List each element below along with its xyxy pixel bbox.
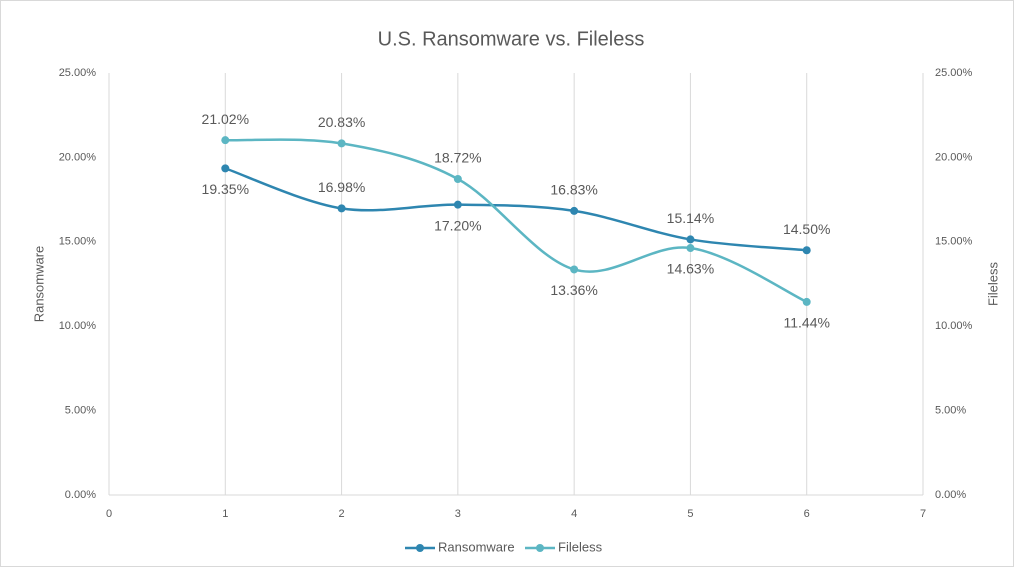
y-tick-label: 5.00%: [65, 405, 96, 417]
y-tick-label: 25.00%: [59, 67, 97, 79]
x-tick-label: 1: [222, 508, 228, 520]
data-label: 19.35%: [202, 181, 249, 197]
chart-title: U.S. Ransomware vs. Fileless: [378, 28, 645, 50]
x-tick-label: 7: [920, 508, 926, 520]
data-label: 11.44%: [783, 315, 829, 331]
data-point: [802, 297, 811, 306]
legend-marker: [416, 544, 424, 552]
data-point: [221, 164, 230, 173]
y2-tick-label: 15.00%: [935, 236, 973, 248]
legend-label: Fileless: [558, 539, 603, 554]
data-label: 14.63%: [667, 261, 714, 277]
y-tick-label: 0.00%: [65, 489, 96, 501]
data-point: [570, 265, 579, 274]
legend-label: Ransomware: [438, 539, 515, 554]
data-point: [686, 244, 695, 253]
data-label: 17.20%: [434, 217, 481, 233]
y2-tick-label: 20.00%: [935, 151, 973, 163]
data-label: 15.14%: [667, 210, 714, 226]
data-label: 21.02%: [202, 111, 249, 127]
y-tick-label: 10.00%: [59, 320, 97, 332]
data-point: [453, 175, 462, 184]
data-label: 16.98%: [318, 179, 365, 195]
y-axis-title: Ransomware: [31, 246, 46, 323]
y2-tick-label: 0.00%: [935, 489, 966, 501]
data-label: 16.83%: [550, 182, 597, 198]
data-point: [221, 136, 230, 145]
data-point: [570, 206, 579, 215]
x-tick-label: 0: [106, 508, 112, 520]
y2-tick-label: 10.00%: [935, 320, 973, 332]
x-tick-label: 2: [339, 508, 345, 520]
data-point: [337, 204, 346, 213]
y2-axis-title: Fileless: [985, 261, 1000, 306]
series-line: [224, 167, 807, 252]
data-label: 20.83%: [318, 114, 365, 130]
x-tick-label: 3: [455, 508, 461, 520]
legend-marker: [536, 544, 544, 552]
x-tick-label: 4: [571, 508, 577, 520]
data-label: 18.72%: [434, 150, 481, 166]
data-label: 13.36%: [550, 282, 597, 298]
data-point: [453, 200, 462, 209]
x-tick-label: 5: [687, 508, 693, 520]
data-point: [802, 246, 811, 255]
data-label: 14.50%: [783, 221, 830, 237]
y-tick-label: 20.00%: [59, 151, 97, 163]
x-tick-label: 6: [804, 508, 810, 520]
y2-tick-label: 25.00%: [935, 67, 973, 79]
y2-tick-label: 5.00%: [935, 405, 966, 417]
data-point: [686, 235, 695, 244]
data-point: [337, 139, 346, 148]
y-tick-label: 15.00%: [59, 236, 97, 248]
